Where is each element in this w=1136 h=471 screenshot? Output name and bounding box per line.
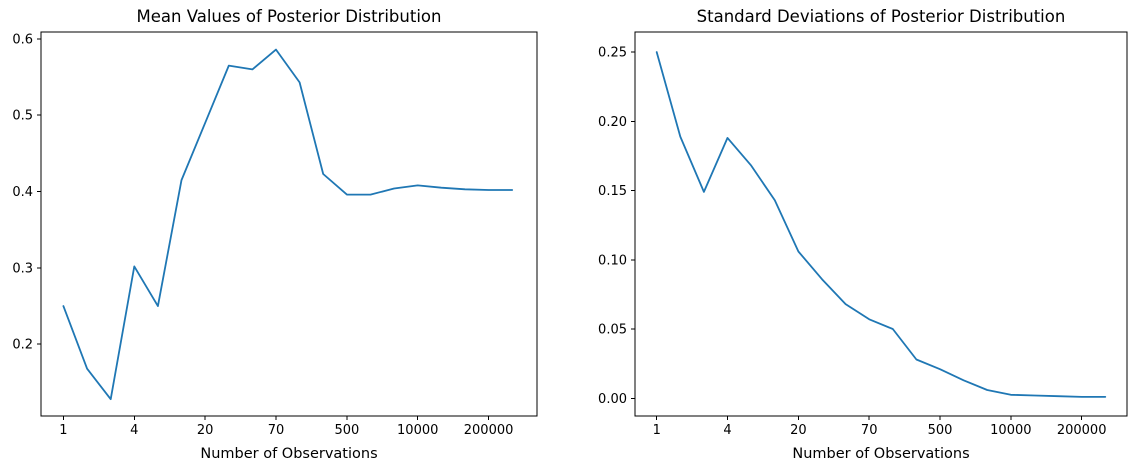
y-tick-label: 0.15 <box>598 184 627 199</box>
x-tick-label: 70 <box>268 423 285 438</box>
x-tick-label: 10000 <box>990 423 1031 438</box>
y-tick-label: 0.2 <box>12 338 33 353</box>
x-tick-label: 20 <box>197 423 214 438</box>
y-tick-label: 0.6 <box>12 32 33 47</box>
x-tick-label: 500 <box>928 423 953 438</box>
y-tick-label: 0.20 <box>598 115 627 130</box>
x-tick-label: 1 <box>59 423 67 438</box>
chart-standard-deviations: 0.00 0.05 0.10 0.15 0.20 0.25 1 4 20 70 500 10000 20… <box>568 0 1136 471</box>
x-tick-label: 200000 <box>1057 423 1107 438</box>
y-tick-label: 0.3 <box>12 261 33 276</box>
standard-deviations-plot-area: 0.00 0.05 0.10 0.15 0.20 0.25 1 4 20 70 500 10000 20… <box>598 31 1128 438</box>
y-tick-label: 0.00 <box>598 392 627 407</box>
y-tick-label: 0.5 <box>12 109 33 124</box>
y-tick-label: 0.10 <box>598 253 627 268</box>
x-tick-label: 20 <box>790 423 807 438</box>
axes-box <box>40 31 538 417</box>
x-axis-label-std: Number of Observations <box>792 446 969 462</box>
axes-box <box>634 31 1128 417</box>
y-tick-label: 0.4 <box>12 185 33 200</box>
y-tick-label: 0.05 <box>598 323 627 338</box>
chart-mean-values: 0.2 0.3 0.4 0.5 0.6 1 4 20 70 500 10000 200000 Mean… <box>12 7 538 462</box>
series-line <box>655 51 1107 398</box>
x-tick-label: 10000 <box>397 423 438 438</box>
x-tick-label: 4 <box>130 423 138 438</box>
x-tick-label: 1 <box>653 423 661 438</box>
chart-title-mean: Mean Values of Posterior Distribution <box>137 7 442 26</box>
x-tick-label: 200000 <box>464 423 514 438</box>
mean-values-plot-area: 0.2 0.3 0.4 0.5 0.6 1 4 20 70 500 10000 200000 <box>12 31 538 438</box>
series-line <box>62 48 514 401</box>
standard-deviations-chart-svg: 0.00 0.05 0.10 0.15 0.20 0.25 1 4 20 70 500 10000 20… <box>598 7 1128 462</box>
x-axis-label-mean: Number of Observations <box>200 446 377 462</box>
y-tick-label: 0.25 <box>598 46 627 61</box>
x-tick-label: 70 <box>861 423 878 438</box>
x-tick-label: 500 <box>334 423 359 438</box>
chart-title-std: Standard Deviations of Posterior Distrib… <box>697 7 1066 26</box>
mean-values-chart-svg: 0.2 0.3 0.4 0.5 0.6 1 4 20 70 500 10000 200000 Mean… <box>12 7 538 462</box>
x-tick-label: 4 <box>723 423 731 438</box>
